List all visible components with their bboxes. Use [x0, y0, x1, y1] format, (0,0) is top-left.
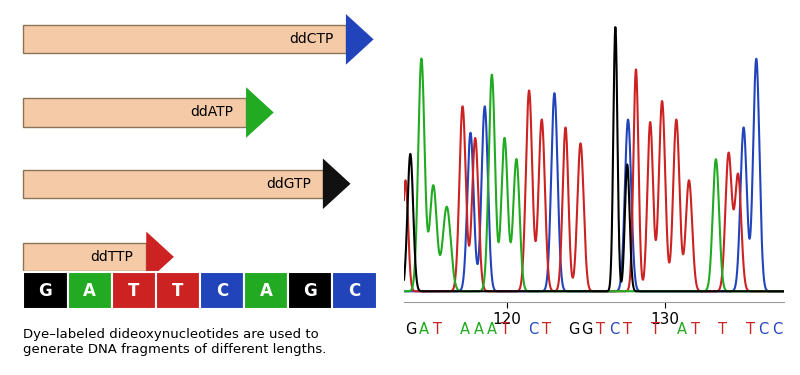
Text: T: T [746, 322, 754, 337]
Text: C: C [349, 282, 361, 300]
FancyBboxPatch shape [200, 272, 244, 309]
Text: C: C [610, 322, 619, 337]
Text: G: G [303, 282, 318, 300]
Text: T: T [691, 322, 700, 337]
Text: G: G [405, 322, 417, 337]
FancyBboxPatch shape [112, 272, 156, 309]
Text: A: A [260, 282, 273, 300]
Text: T: T [718, 322, 727, 337]
Text: A: A [419, 322, 430, 337]
Text: C: C [772, 322, 782, 337]
Text: C: C [216, 282, 228, 300]
Text: T: T [650, 322, 659, 337]
Text: G: G [568, 322, 579, 337]
Text: T: T [434, 322, 442, 337]
Text: A: A [83, 282, 96, 300]
Text: A: A [474, 322, 484, 337]
Text: C: C [528, 322, 538, 337]
Text: T: T [502, 322, 510, 337]
FancyBboxPatch shape [288, 272, 333, 309]
Text: A: A [487, 322, 498, 337]
Text: T: T [172, 282, 184, 300]
FancyBboxPatch shape [244, 272, 288, 309]
Text: C: C [758, 322, 769, 337]
FancyBboxPatch shape [23, 99, 246, 127]
FancyBboxPatch shape [67, 272, 112, 309]
FancyBboxPatch shape [156, 272, 200, 309]
Text: T: T [128, 282, 139, 300]
Text: Dye–labeled dideoxynucleotides are used to
generate DNA fragments of different l: Dye–labeled dideoxynucleotides are used … [23, 328, 326, 356]
Text: T: T [623, 322, 633, 337]
Text: ddATP: ddATP [190, 105, 233, 120]
Text: T: T [542, 322, 551, 337]
Text: A: A [460, 322, 470, 337]
FancyBboxPatch shape [23, 26, 346, 54]
Text: A: A [678, 322, 687, 337]
Polygon shape [146, 231, 174, 282]
FancyBboxPatch shape [333, 272, 377, 309]
Text: ddTTP: ddTTP [90, 250, 133, 264]
FancyBboxPatch shape [23, 170, 323, 198]
Text: T: T [596, 322, 606, 337]
Polygon shape [323, 158, 350, 209]
Text: ddCTP: ddCTP [289, 32, 334, 46]
FancyBboxPatch shape [23, 243, 146, 271]
FancyBboxPatch shape [23, 272, 67, 309]
Text: G: G [582, 322, 593, 337]
Text: ddGTP: ddGTP [266, 177, 310, 191]
Polygon shape [346, 14, 374, 64]
Text: G: G [38, 282, 52, 300]
Polygon shape [246, 87, 274, 138]
